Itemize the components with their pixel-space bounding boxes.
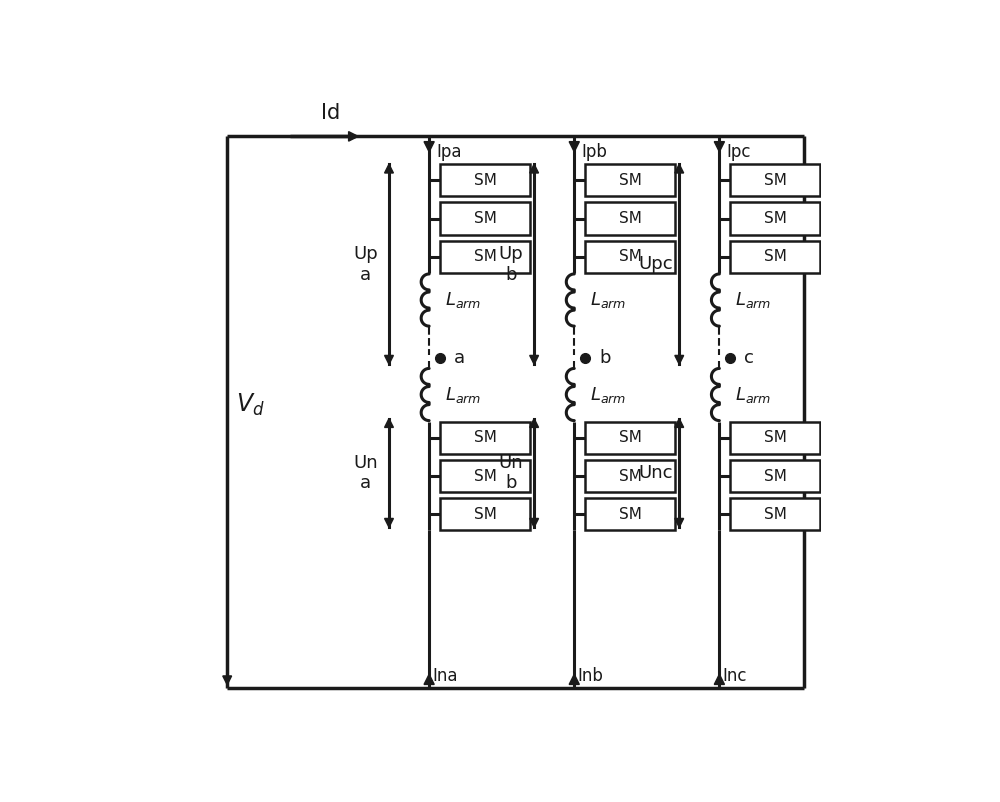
- Text: SM: SM: [474, 507, 496, 522]
- Text: $L_{arm}$: $L_{arm}$: [735, 384, 771, 404]
- Text: SM: SM: [619, 468, 642, 484]
- Polygon shape: [385, 164, 393, 173]
- Text: $V_{d}$: $V_{d}$: [236, 392, 265, 418]
- Polygon shape: [424, 674, 434, 684]
- Text: a: a: [454, 349, 465, 367]
- Polygon shape: [424, 142, 434, 152]
- Text: SM: SM: [619, 211, 642, 226]
- Polygon shape: [675, 355, 684, 364]
- Text: Un
b: Un b: [498, 454, 523, 492]
- Text: $L_{arm}$: $L_{arm}$: [445, 290, 481, 310]
- Text: b: b: [599, 349, 610, 367]
- Text: SM: SM: [619, 249, 642, 265]
- Bar: [585, 422, 675, 454]
- Bar: [730, 164, 820, 196]
- Text: $L_{arm}$: $L_{arm}$: [735, 290, 771, 310]
- Text: Up
a: Up a: [353, 245, 378, 284]
- Bar: [585, 498, 675, 530]
- Text: SM: SM: [764, 468, 787, 484]
- Bar: [440, 460, 530, 492]
- Text: Ipc: Ipc: [727, 143, 751, 160]
- Polygon shape: [530, 518, 539, 527]
- Polygon shape: [714, 674, 724, 684]
- Text: SM: SM: [619, 507, 642, 522]
- Bar: [585, 241, 675, 273]
- Polygon shape: [349, 132, 358, 141]
- Text: SM: SM: [764, 430, 787, 445]
- Bar: [730, 460, 820, 492]
- Polygon shape: [675, 164, 684, 173]
- Text: SM: SM: [474, 249, 496, 265]
- Polygon shape: [530, 355, 539, 364]
- Bar: [730, 422, 820, 454]
- Text: c: c: [744, 349, 754, 367]
- Text: SM: SM: [474, 172, 496, 188]
- Text: Inb: Inb: [577, 666, 603, 685]
- Polygon shape: [569, 674, 579, 684]
- Polygon shape: [385, 518, 393, 527]
- Text: SM: SM: [764, 172, 787, 188]
- Text: SM: SM: [474, 211, 496, 226]
- Bar: [440, 422, 530, 454]
- Text: Ipb: Ipb: [582, 143, 608, 160]
- Text: SM: SM: [764, 211, 787, 226]
- Text: SM: SM: [474, 468, 496, 484]
- Polygon shape: [223, 676, 232, 685]
- Text: SM: SM: [619, 430, 642, 445]
- Polygon shape: [530, 419, 539, 427]
- Text: Ina: Ina: [432, 666, 458, 685]
- Bar: [440, 498, 530, 530]
- Text: $L_{arm}$: $L_{arm}$: [590, 290, 626, 310]
- Bar: [440, 241, 530, 273]
- Bar: [585, 460, 675, 492]
- Bar: [585, 164, 675, 196]
- Text: Ipa: Ipa: [437, 143, 462, 160]
- Text: $L_{arm}$: $L_{arm}$: [445, 384, 481, 404]
- Bar: [730, 498, 820, 530]
- Bar: [730, 202, 820, 234]
- Bar: [585, 202, 675, 234]
- Text: Id: Id: [321, 103, 340, 123]
- Polygon shape: [569, 142, 579, 152]
- Text: SM: SM: [619, 172, 642, 188]
- Text: Inc: Inc: [722, 666, 747, 685]
- Text: SM: SM: [764, 249, 787, 265]
- Text: Up
b: Up b: [498, 245, 523, 284]
- Text: SM: SM: [474, 430, 496, 445]
- Text: Unc: Unc: [639, 464, 673, 482]
- Bar: [730, 241, 820, 273]
- Polygon shape: [385, 419, 393, 427]
- Text: $L_{arm}$: $L_{arm}$: [590, 384, 626, 404]
- Polygon shape: [675, 419, 684, 427]
- Text: SM: SM: [764, 507, 787, 522]
- Bar: [440, 164, 530, 196]
- Polygon shape: [385, 355, 393, 364]
- Text: Upc: Upc: [638, 255, 673, 273]
- Polygon shape: [714, 142, 724, 152]
- Polygon shape: [530, 164, 539, 173]
- Text: Un
a: Un a: [353, 454, 378, 492]
- Polygon shape: [675, 518, 684, 527]
- Bar: [440, 202, 530, 234]
